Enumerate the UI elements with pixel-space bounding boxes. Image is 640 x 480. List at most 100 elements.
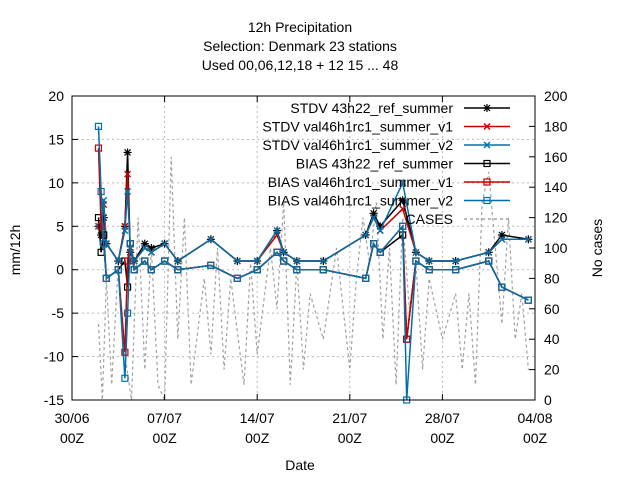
chart-title-line-1: 12h Precipitation (248, 19, 352, 35)
chart-title-line-3: Used 00,06,12,18 + 12 15 ... 48 (202, 57, 399, 73)
x-tick-label: 30/06 (54, 410, 89, 426)
data-point (280, 257, 288, 265)
data-point (362, 231, 370, 239)
legend-label: STDV val46h1rc1_summer_v2 (262, 137, 453, 153)
data-point (376, 248, 384, 256)
data-point (147, 248, 155, 256)
data-point (524, 235, 532, 243)
data-point (452, 266, 460, 274)
axes: 30/06 00Z 07/07 00Z 14/07 00Z 21/07 00Z 28/07 00Z… (44, 88, 568, 446)
y2-tick-label: 0 (544, 392, 552, 408)
legend-label: BIAS val46h1rc1_summer_v2 (268, 193, 453, 209)
legend: STDV 43h22_ref_summer STDV val46h1rc1_sum… (262, 100, 510, 227)
data-point (174, 266, 182, 274)
data-point (425, 266, 433, 274)
data-point (126, 240, 134, 248)
x-tick-label: 04/08 (517, 410, 552, 426)
data-point (403, 335, 411, 343)
data-point (362, 274, 370, 282)
legend-label: STDV val46h1rc1_summer_v1 (262, 119, 453, 135)
y2-tick-label: 200 (544, 88, 568, 104)
y-tick-label: 5 (56, 218, 64, 234)
legend-entry: BIAS 43h22_ref_summer (296, 156, 510, 172)
legend-entry: STDV val46h1rc1_summer_v1 (262, 119, 510, 135)
data-point (399, 205, 407, 213)
data-point (483, 123, 491, 130)
data-point (483, 196, 491, 205)
data-point (130, 266, 138, 274)
data-point (370, 214, 378, 222)
data-point (97, 222, 105, 230)
data-point (253, 266, 261, 274)
data-point (399, 222, 407, 230)
x-tick-label-time: 00Z (153, 430, 178, 446)
y-tick-label: 15 (48, 131, 64, 147)
data-point (273, 248, 281, 256)
legend-label: STDV 43h22_ref_summer (290, 100, 453, 116)
series-6 (97, 156, 529, 401)
data-point (124, 188, 132, 196)
data-point (102, 274, 110, 282)
data-point (253, 257, 261, 265)
y2-tick-label: 120 (544, 210, 568, 226)
data-point (114, 266, 122, 274)
legend-entry: CASES (406, 211, 510, 227)
series-3 (94, 214, 532, 343)
data-point (141, 244, 149, 252)
y-tick-label: 0 (56, 262, 64, 278)
data-point (100, 240, 108, 248)
y2-tick-label: 80 (544, 270, 560, 286)
data-point (273, 227, 281, 235)
data-point (280, 248, 288, 256)
x-axis-label: Date (285, 457, 315, 473)
data-point (485, 257, 493, 265)
data-point (483, 104, 491, 112)
data-point (161, 240, 169, 248)
y2-tick-label: 60 (544, 301, 560, 317)
data-point (141, 257, 149, 265)
data-point (121, 348, 129, 356)
y2-tick-label: 180 (544, 118, 568, 134)
data-point (376, 227, 384, 235)
data-point (399, 179, 407, 187)
data-point (485, 248, 493, 256)
data-point (233, 274, 241, 282)
data-point (121, 227, 129, 235)
data-point (452, 257, 460, 265)
data-point (140, 239, 149, 248)
data-point (497, 230, 506, 239)
data-point (123, 148, 132, 157)
data-point (114, 257, 122, 265)
data-point (498, 235, 506, 243)
y-tick-label: 10 (48, 175, 64, 191)
legend-entry: BIAS val46h1rc1_summer_v2 (268, 193, 510, 209)
y2-tick-label: 140 (544, 179, 568, 195)
x-tick-label-time: 00Z (245, 430, 270, 446)
y2-tick-label: 160 (544, 149, 568, 165)
data-point (425, 257, 433, 265)
series-group (94, 122, 533, 404)
data-point (370, 240, 378, 248)
y-tick-label: -15 (44, 392, 64, 408)
data-point (94, 122, 103, 131)
data-point (483, 159, 491, 168)
chart-title-line-2: Selection: Denmark 23 stations (203, 38, 397, 54)
y-tick-label: 20 (48, 88, 64, 104)
y-axis-label: mm/12h (7, 225, 23, 276)
x-tick-label: 21/07 (332, 410, 367, 426)
data-point (293, 257, 301, 265)
x-tick-label-time: 00Z (523, 430, 548, 446)
cases-series (97, 156, 529, 401)
series-line (97, 126, 529, 401)
x-tick-label: 28/07 (425, 410, 460, 426)
legend-entry: BIAS val46h1rc1_summer_v1 (268, 174, 510, 190)
legend-label: CASES (406, 211, 453, 227)
data-point (412, 248, 420, 256)
data-point (97, 187, 105, 196)
y2-axis-label: No cases (589, 219, 605, 277)
data-point (293, 266, 301, 274)
y-tick-label: -10 (44, 349, 64, 365)
y2-tick-label: 40 (544, 331, 560, 347)
data-point (161, 257, 169, 265)
data-point (483, 178, 491, 186)
